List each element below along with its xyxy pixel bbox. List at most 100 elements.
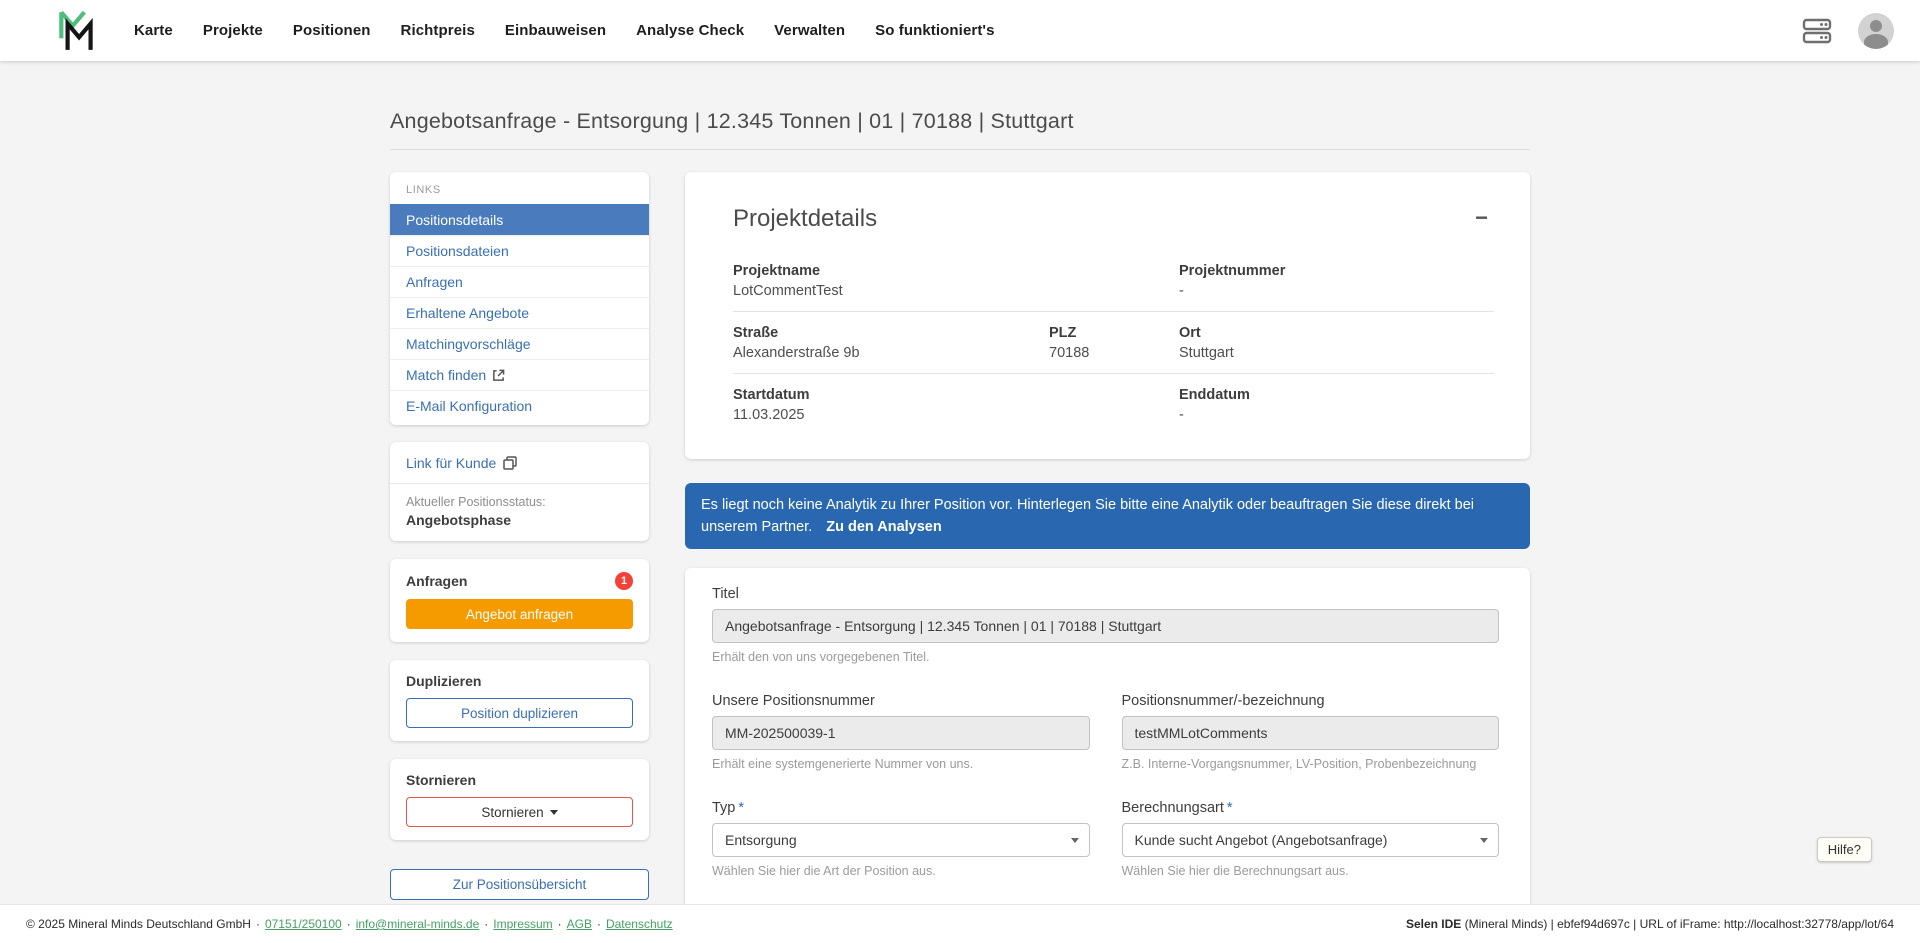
- stornieren-button-label: Stornieren: [481, 804, 544, 820]
- anfragen-count-badge: 1: [615, 572, 633, 590]
- project-row-dates: Startdatum 11.03.2025 Enddatum -: [733, 373, 1494, 435]
- sidebar-item-positionsdateien[interactable]: Positionsdateien: [390, 235, 649, 266]
- brand-logo[interactable]: [54, 9, 100, 53]
- sidebar-item-erhaltene-angebote[interactable]: Erhaltene Angebote: [390, 297, 649, 328]
- plz-value: 70188: [1049, 345, 1090, 361]
- position-status-value: Angebotsphase: [406, 512, 512, 528]
- match-finden-label: Match finden: [406, 367, 487, 383]
- page-title: Angebotsanfrage - Entsorgung | 12.345 To…: [390, 109, 1074, 133]
- titel-help: Erhält den von uns vorgegebenen Titel.: [712, 650, 930, 664]
- title-divider: [390, 149, 1530, 150]
- berechnungsart-field: Berechnungsart * Kunde sucht Angebot (Ang…: [1121, 800, 1499, 878]
- stornieren-dropdown-button[interactable]: Stornieren: [406, 797, 633, 827]
- required-asterisk: *: [738, 800, 745, 816]
- startdatum-label: Startdatum: [733, 387, 810, 403]
- enddatum-label: Enddatum: [1179, 387, 1250, 403]
- main-menu: Karte Projekte Positionen Richtpreis Ein…: [134, 22, 995, 39]
- footer-phone-link[interactable]: 07151/250100: [264, 917, 342, 931]
- sidebar-links-card: LINKS Positionsdetails Positionsdateien …: [390, 172, 649, 425]
- duplizieren-title: Duplizieren: [406, 673, 482, 689]
- zu-den-analysen-link[interactable]: Zu den Analysen: [826, 519, 942, 535]
- links-header: LINKS: [406, 184, 441, 196]
- unsere-positionsnummer-help: Erhält eine systemgenerierte Nummer von …: [712, 757, 974, 771]
- titel-field: Titel Erhält den von uns vorgegebenen Ti…: [712, 586, 1499, 664]
- anfragen-title: Anfragen: [406, 573, 468, 589]
- chevron-down-icon: [1480, 837, 1488, 843]
- nav-item-projekte[interactable]: Projekte: [202, 22, 263, 39]
- unsere-positionsnummer-label: Unsere Positionsnummer: [712, 693, 875, 709]
- nav-item-richtpreis[interactable]: Richtpreis: [400, 22, 475, 39]
- page-container: Angebotsanfrage - Entsorgung | 12.345 To…: [390, 109, 1530, 943]
- plz-label: PLZ: [1049, 325, 1077, 341]
- analytik-alert-banner: Es liegt noch keine Analytik zu Ihrer Po…: [685, 483, 1530, 549]
- positionsnummer-label: Positionsnummer/-bezeichnung: [1121, 693, 1325, 709]
- projektnummer-value: -: [1179, 283, 1184, 299]
- server-stack-icon[interactable]: [1802, 17, 1832, 45]
- top-nav: Karte Projekte Positionen Richtpreis Ein…: [0, 0, 1920, 61]
- project-row-address: Straße Alexanderstraße 9b PLZ 70188 Ort …: [733, 311, 1494, 373]
- nav-item-analyse-check[interactable]: Analyse Check: [636, 22, 745, 39]
- enddatum-value: -: [1179, 407, 1184, 423]
- logo-green-check: [59, 10, 86, 29]
- alert-text: Es liegt noch keine Analytik zu Ihrer Po…: [701, 497, 1474, 535]
- separator-dot: ·: [557, 917, 562, 931]
- ide-info: (Mineral Minds) | ebfef94d697c | URL of …: [1461, 917, 1894, 931]
- footer-impressum-link[interactable]: Impressum: [493, 917, 553, 931]
- footer-email-link[interactable]: info@mineral-minds.de: [355, 917, 480, 931]
- footer-agb-link[interactable]: AGB: [566, 917, 592, 931]
- sidebar-item-positionsdetails[interactable]: Positionsdetails: [390, 204, 649, 235]
- typ-select[interactable]: Entsorgung: [712, 823, 1090, 857]
- copy-icon[interactable]: [503, 456, 518, 470]
- positionsnummer-help: Z.B. Interne-Vorgangsnummer, LV-Position…: [1121, 757, 1477, 771]
- sidebar-item-email-konfiguration[interactable]: E-Mail Konfiguration: [390, 390, 649, 421]
- angebot-anfragen-button[interactable]: Angebot anfragen: [406, 599, 633, 629]
- berechnungsart-label: Berechnungsart *: [1121, 800, 1233, 816]
- collapse-icon[interactable]: −: [1469, 205, 1494, 231]
- separator-dot: ·: [484, 917, 489, 931]
- stornieren-card: Stornieren Stornieren: [390, 759, 649, 840]
- titel-input: [712, 609, 1499, 643]
- sidebar-item-matchingvorschlaege[interactable]: Matchingvorschläge: [390, 328, 649, 359]
- projektnummer-label: Projektnummer: [1179, 263, 1286, 279]
- customer-link-card: Link für Kunde Aktueller Positionsstatus…: [390, 442, 649, 541]
- anfragen-card: Anfragen 1 Angebot anfragen: [390, 559, 649, 642]
- separator-dot: ·: [346, 917, 351, 931]
- footer-right: Selen IDE (Mineral Minds) | ebfef94d697c…: [1406, 917, 1894, 931]
- projektdetails-card: Projektdetails − Projektname LotCommentT…: [685, 172, 1530, 459]
- unsere-positionsnummer-field: Unsere Positionsnummer Erhält eine syste…: [712, 693, 1090, 771]
- nav-item-einbauweisen[interactable]: Einbauweisen: [504, 22, 607, 39]
- footer-datenschutz-link[interactable]: Datenschutz: [605, 917, 673, 931]
- sidebar: LINKS Positionsdetails Positionsdateien …: [390, 172, 649, 900]
- footer-left: © 2025 Mineral Minds Deutschland GmbH · …: [26, 917, 673, 931]
- nav-item-karte[interactable]: Karte: [134, 22, 173, 39]
- position-status-label: Aktueller Positionsstatus:: [406, 495, 546, 509]
- duplizieren-card: Duplizieren Position duplizieren: [390, 660, 649, 741]
- link-fuer-kunde[interactable]: Link für Kunde: [406, 455, 633, 483]
- positionsnummer-input: [1121, 716, 1499, 750]
- hilfe-button[interactable]: Hilfe?: [1816, 837, 1872, 862]
- berechnungsart-select[interactable]: Kunde sucht Angebot (Angebotsanfrage): [1121, 823, 1499, 857]
- startdatum-value: 11.03.2025: [733, 407, 805, 423]
- projektname-label: Projektname: [733, 263, 821, 279]
- user-avatar-icon[interactable]: [1858, 12, 1894, 49]
- strasse-label: Straße: [733, 325, 779, 341]
- sidebar-item-anfragen[interactable]: Anfragen: [390, 266, 649, 297]
- typ-select-value: Entsorgung: [725, 832, 797, 848]
- nav-item-verwalten[interactable]: Verwalten: [774, 22, 846, 39]
- ort-value: Stuttgart: [1179, 345, 1234, 361]
- position-duplizieren-button[interactable]: Position duplizieren: [406, 698, 633, 728]
- card-divider: [390, 483, 649, 484]
- sidebar-item-match-finden[interactable]: Match finden: [390, 359, 649, 390]
- positionsnummer-field: Positionsnummer/-bezeichnung Z.B. Intern…: [1121, 693, 1499, 771]
- strasse-value: Alexanderstraße 9b: [733, 345, 860, 361]
- ide-name: Selen IDE: [1405, 917, 1462, 931]
- link-fuer-kunde-label: Link für Kunde: [406, 455, 497, 471]
- position-form-card: Titel Erhält den von uns vorgegebenen Ti…: [685, 568, 1530, 943]
- nav-right: [1802, 12, 1894, 49]
- nav-item-positionen[interactable]: Positionen: [292, 22, 371, 39]
- nav-item-so-funktionierts[interactable]: So funktioniert's: [875, 22, 995, 39]
- projektdetails-title: Projektdetails: [733, 205, 878, 232]
- unsere-positionsnummer-input: [712, 716, 1090, 750]
- berechnungsart-help: Wählen Sie hier die Berechnungsart aus.: [1121, 864, 1349, 878]
- zur-positionsuebersicht-button[interactable]: Zur Positionsübersicht: [390, 869, 649, 900]
